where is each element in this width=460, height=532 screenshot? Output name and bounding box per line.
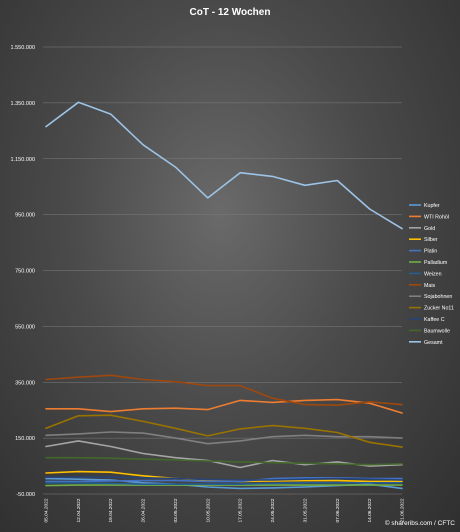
legend-label: Gold xyxy=(424,226,435,232)
x-tick-label: 24.05.2022 xyxy=(270,498,276,522)
x-axis-ticks: 05.04.2022 12.04.2022 19.04.2022 26.04.2022… xyxy=(44,498,406,522)
legend-label: Platin xyxy=(424,249,437,255)
credit-text: © shareribs.com / CFTC xyxy=(385,519,455,527)
x-tick-label: 07.06.2022 xyxy=(335,498,341,522)
y-tick-label: 1.150.000 xyxy=(11,157,35,163)
x-tick-label: 21.06.2022 xyxy=(400,498,406,522)
series-line-weizen xyxy=(45,481,403,486)
series-line-mais xyxy=(45,374,403,407)
y-tick-label: 150.000 xyxy=(15,436,35,442)
x-tick-label: 03.05.2022 xyxy=(173,498,179,522)
series-line-palladium xyxy=(45,484,403,487)
series-layer xyxy=(45,101,403,490)
series-line-gesamt xyxy=(45,101,403,230)
x-tick-label: 26.04.2022 xyxy=(141,498,147,522)
legend-label: Kupfer xyxy=(424,203,440,209)
x-tick-label: 05.04.2022 xyxy=(44,498,50,522)
y-tick-label: 1.350.000 xyxy=(11,101,35,107)
x-tick-label: 17.05.2022 xyxy=(238,498,244,522)
legend-label: Zucker No11 xyxy=(424,306,454,312)
y-tick-label: 750.000 xyxy=(15,269,35,275)
series-line-gold xyxy=(45,440,403,469)
y-tick-label: 950.000 xyxy=(15,213,35,219)
y-tick-label: 550.000 xyxy=(15,324,35,330)
legend-label: Gesamt xyxy=(424,340,443,346)
x-tick-label: 19.04.2022 xyxy=(108,498,114,522)
series-line-kaffee-c xyxy=(45,476,403,481)
legend-label: Silber xyxy=(424,237,438,243)
y-axis-ticks: 1.550.000 1.350.000 1.150.000 950.000 750.00… xyxy=(11,45,35,498)
x-tick-label: 31.05.2022 xyxy=(302,498,308,522)
legend-label: WTI Rohöl xyxy=(424,214,449,220)
y-tick-label: 1.550.000 xyxy=(11,45,35,51)
y-tick-label: -50.000 xyxy=(16,492,35,498)
x-tick-label: 14.06.2022 xyxy=(367,498,373,522)
legend-label: Weizen xyxy=(424,271,442,277)
legend-label: Sojabohnen xyxy=(424,294,452,300)
legend-label: Baumwolle xyxy=(424,328,450,334)
legend-label: Mais xyxy=(424,283,436,289)
series-line-wti-roh-l xyxy=(45,398,403,414)
series-line-baumwolle xyxy=(45,456,403,466)
series-line-zucker-no11 xyxy=(45,414,403,448)
legend: Kupfer WTI Rohöl Gold Silber Platin Palladium… xyxy=(409,203,454,346)
legend-label: Palladium xyxy=(424,260,448,266)
x-tick-label: 12.04.2022 xyxy=(76,498,82,522)
legend-label: Kaffee C xyxy=(424,317,445,323)
series-line-sojabohnen xyxy=(45,431,403,445)
y-tick-label: 350.000 xyxy=(15,380,35,386)
grid-layer xyxy=(43,46,402,495)
x-tick-label: 10.05.2022 xyxy=(205,498,211,522)
chart-title: CoT - 12 Wochen xyxy=(190,7,271,18)
